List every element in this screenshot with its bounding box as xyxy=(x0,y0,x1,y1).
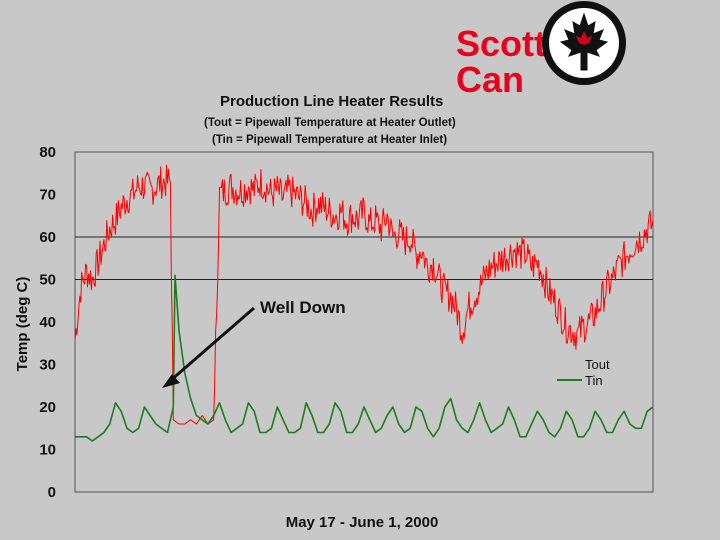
y-tick-label-30: 30 xyxy=(39,357,56,374)
series-layer xyxy=(74,164,654,442)
y-tick-label-50: 50 xyxy=(39,272,56,289)
x-axis-label: May 17 - June 1, 2000 xyxy=(286,514,439,531)
chart-subtitle-1: (Tout = Pipewall Temperature at Heater O… xyxy=(204,117,456,129)
annotation-arrowhead xyxy=(162,374,180,388)
y-tick-label-10: 10 xyxy=(39,442,56,459)
annotation-arrow xyxy=(169,306,255,383)
y-ticks: 0 10 20 30 40 50 60 70 80 xyxy=(39,144,56,501)
chart-title: Production Line Heater Results xyxy=(220,93,444,110)
legend-label-tin: Tin xyxy=(585,373,603,388)
legend-label-tout: Tout xyxy=(585,357,610,372)
maple-leaf-logo-icon xyxy=(542,1,626,85)
y-tick-label-20: 20 xyxy=(39,399,56,416)
y-tick-label-0: 0 xyxy=(48,484,56,501)
y-tick-label-60: 60 xyxy=(39,229,56,246)
series-line-tout xyxy=(74,164,654,425)
y-tick-label-40: 40 xyxy=(39,314,56,331)
series-line-tin xyxy=(75,274,654,442)
legend: Tout Tin xyxy=(557,357,610,388)
annotation-well-down: Well Down xyxy=(260,298,346,317)
y-axis-label: Temp (deg C) xyxy=(14,277,31,372)
chart-subtitle-2: (Tin = Pipewall Temperature at Heater In… xyxy=(212,134,448,146)
logo-text: Scott Can xyxy=(456,23,546,100)
y-tick-label-80: 80 xyxy=(39,144,56,161)
y-tick-label-70: 70 xyxy=(39,187,56,204)
